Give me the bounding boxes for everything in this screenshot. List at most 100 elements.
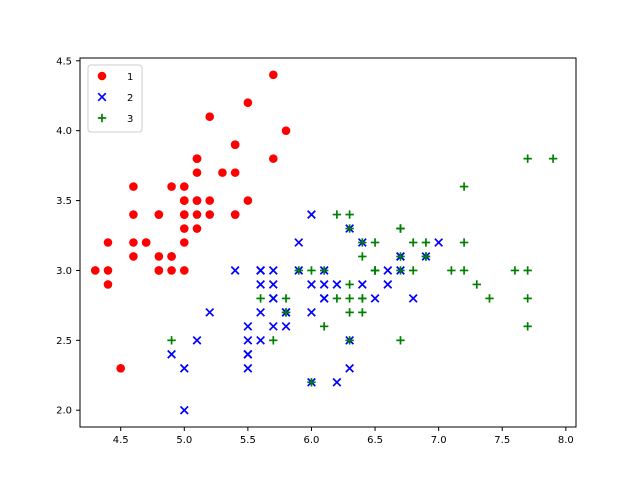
data-point-series-2 [192,335,202,345]
legend-marker-2-stroke-b [97,92,107,102]
legend-label-2: 2 [127,93,133,104]
data-point-series-1 [230,210,240,219]
data-point-series-1 [230,168,240,177]
data-point-series-2-stroke-b [319,280,329,289]
data-point-series-3 [358,238,367,247]
data-point-series-1 [179,266,189,275]
axes-frame [79,57,577,428]
data-point-series-2 [294,238,304,247]
data-point-series-2-stroke-b [268,294,278,303]
data-point-series-1 [192,154,202,163]
data-point-series-1 [192,196,202,205]
data-point-series-1 [192,210,202,219]
data-point-series-1 [205,196,215,205]
data-point-series-3 [548,154,558,163]
data-point-series-2-stroke-b [345,363,355,373]
x-tick-label: 8.0 [558,435,574,446]
data-point-series-1 [179,182,189,191]
data-point-series-2-stroke-b [370,294,380,303]
x-tick-label: 5.5 [240,435,256,446]
data-point-series-1 [179,224,189,233]
data-point-series-3 [421,238,431,247]
data-point-series-2 [268,280,278,289]
data-point-series-2-stroke-b [230,266,240,275]
data-point-series-1 [179,196,189,205]
data-point-series-2-stroke-b [192,335,202,345]
data-point-series-2 [256,280,265,289]
data-point-series-3 [345,308,354,317]
data-point-series-1 [243,196,253,205]
data-point-series-3 [358,294,367,303]
data-point-series-3 [307,378,316,387]
data-point-series-2 [230,266,240,275]
data-point-series-2 [268,321,278,331]
data-point-series-3 [523,266,532,275]
legend-item-1: 1 [97,71,133,83]
data-point-series-2 [408,294,418,303]
data-point-series-3 [358,252,367,261]
data-point-series-3 [485,294,494,303]
y-tick-label: 3.5 [56,196,72,207]
data-point-series-2-stroke-b [256,280,265,289]
legend-box [87,64,143,133]
data-point-series-1 [129,252,138,261]
data-point-series-1 [129,238,138,247]
data-point-series-2 [268,294,278,303]
data-point-series-1 [230,140,240,149]
data-point-series-2-stroke-b [243,335,253,345]
data-point-series-3 [421,252,431,261]
data-point-series-2-stroke-b [256,307,265,317]
data-point-series-2 [434,238,444,247]
data-point-series-3 [472,280,481,289]
data-point-series-2 [370,294,380,303]
data-point-series-2 [167,349,176,359]
data-point-series-2 [256,266,265,275]
data-point-series-2-stroke-b [332,280,342,289]
x-tick-label: 6.0 [304,435,320,446]
data-point-series-2 [243,321,253,331]
data-point-series-3 [281,308,291,317]
data-point-series-2 [319,280,329,289]
data-point-series-2 [332,280,342,289]
data-point-series-1 [167,182,176,191]
legend: 1 2 3 [87,64,143,133]
data-point-series-2-stroke-b [307,280,316,289]
data-point-series-3 [294,266,303,275]
data-point-series-3 [281,294,291,303]
data-point-series-2-stroke-b [357,280,367,289]
data-point-series-1 [218,168,227,177]
data-point-series-3 [409,266,418,275]
data-point-series-1 [269,70,278,80]
data-point-series-3 [358,308,367,317]
data-point-series-2-stroke-b [408,294,418,303]
data-point-series-3 [345,336,354,345]
data-point-series-3 [345,294,354,303]
legend-label-1: 1 [127,72,133,83]
data-point-series-2-stroke-b [319,294,329,303]
data-point-series-3 [459,182,469,191]
data-point-series-3 [523,294,532,303]
legend-marker-3 [97,113,107,123]
data-point-series-1 [103,238,113,247]
data-point-series-2-stroke-b [268,266,278,275]
data-point-series-3 [396,224,405,233]
y-tick-label: 4.0 [56,126,72,137]
data-point-series-1 [179,238,189,247]
data-point-series-3 [319,266,329,275]
data-point-series-2-stroke-b [332,377,342,387]
data-point-series-2-stroke-b [243,321,253,331]
data-point-series-3 [345,280,354,289]
data-point-series-2-stroke-b [383,280,393,289]
data-point-series-1 [243,98,253,108]
data-point-series-2-stroke-b [281,321,291,331]
y-tick-label: 3.0 [56,266,72,277]
legend-marker-2 [97,92,107,102]
data-point-series-3 [256,294,265,303]
data-point-series-2 [383,266,393,275]
data-point-series-2 [243,349,253,359]
data-point-series-3 [332,210,342,219]
data-point-series-1 [141,238,151,247]
data-point-series-1 [192,168,202,177]
data-point-series-2 [307,210,316,219]
